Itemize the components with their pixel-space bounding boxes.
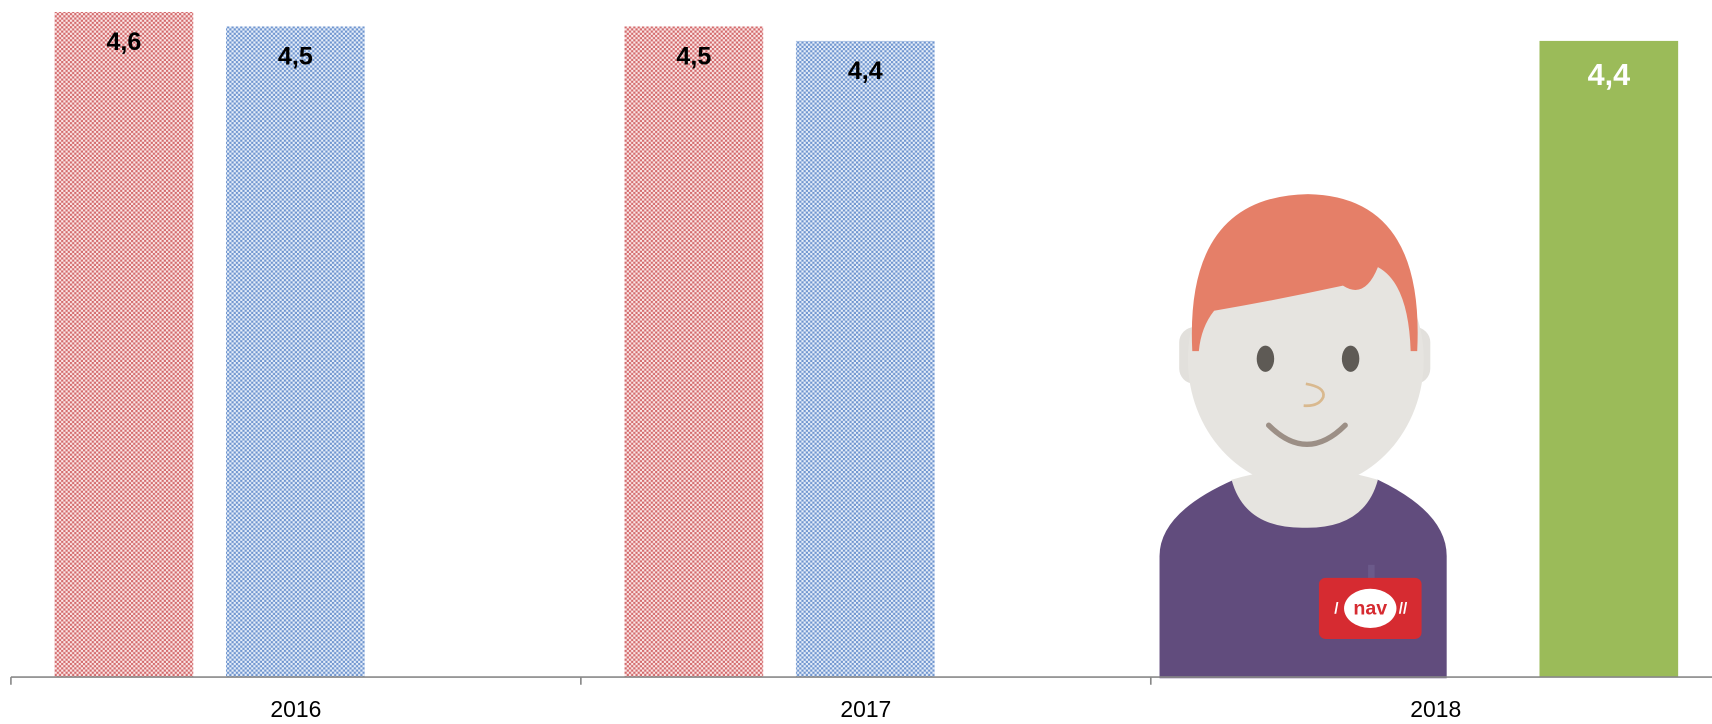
svg-text:/: / <box>1334 601 1339 618</box>
page: nav / // 4,64,54,54,44,4201620172018 (()… <box>0 0 1712 724</box>
value-label: 4,5 <box>676 43 711 71</box>
svg-text://: // <box>1399 601 1408 618</box>
bar <box>1539 41 1678 677</box>
value-label: 4,6 <box>106 28 141 56</box>
value-label: 4,4 <box>1588 58 1631 92</box>
bar <box>55 12 194 677</box>
bar <box>796 41 935 677</box>
x-tick-label: 2016 <box>270 696 321 722</box>
bar <box>625 26 764 677</box>
x-tick-label: 2017 <box>840 696 891 722</box>
x-tick-label: 2018 <box>1410 696 1461 722</box>
chart: nav / // 4,6 4,5 4,5 4,4 4,4 2016 2017 2018 <box>0 0 1712 724</box>
illustration: nav / // <box>1160 194 1447 678</box>
value-label: 4,5 <box>278 43 313 71</box>
value-label: 4,4 <box>848 57 883 85</box>
badge-text: nav <box>1353 598 1387 620</box>
bar <box>226 26 365 677</box>
